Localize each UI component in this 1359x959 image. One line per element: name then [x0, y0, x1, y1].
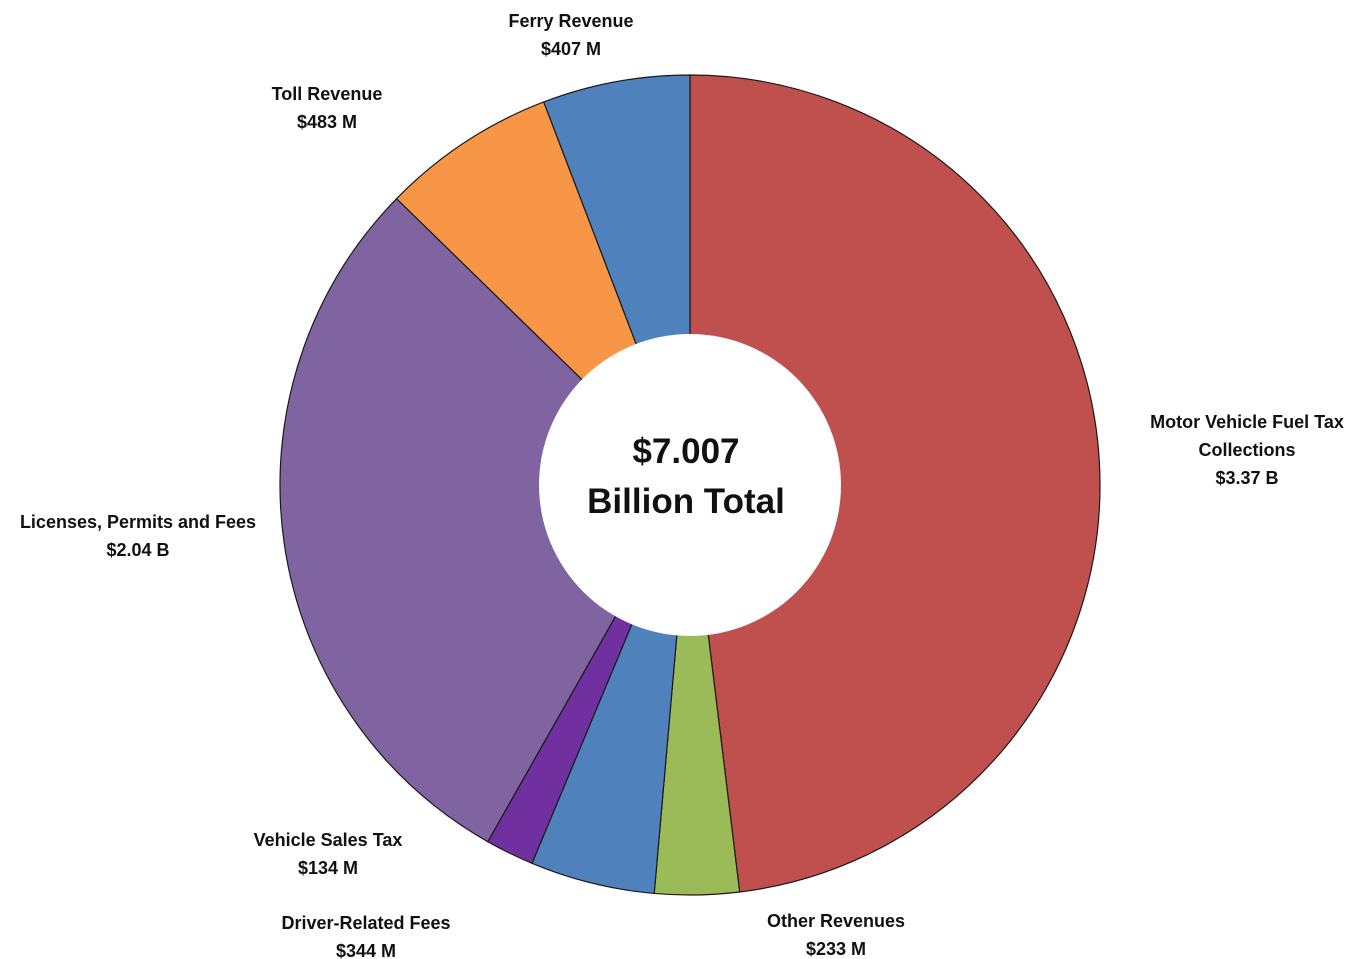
label-motor-vehicle-fuel-tax-collections: Motor Vehicle Fuel Tax Collections $3.37 B	[1150, 412, 1344, 488]
label-vehicle-sales-tax: Vehicle Sales Tax $134 M	[254, 830, 403, 878]
slice-labels: Motor Vehicle Fuel Tax Collections $3.37 B…	[20, 11, 1344, 959]
center-total-label: Billion Total	[587, 482, 785, 521]
label-licenses-permits-and-fees: Licenses, Permits and Fees $2.04 B	[20, 512, 256, 560]
label-toll-revenue: Toll Revenue $483 M	[272, 84, 383, 132]
slice-licenses-permits-and-fees	[279, 197, 691, 843]
label-other-revenues: Other Revenues $233 M	[767, 911, 905, 959]
donut-hole	[539, 334, 841, 636]
slice-motor-vehicle-fuel-tax-collections	[689, 74, 1101, 893]
center-total-value: $7.007	[632, 432, 739, 471]
label-ferry-revenue: Ferry Revenue $407 M	[508, 11, 633, 59]
label-driver-related-fees: Driver-Related Fees $344 M	[281, 913, 450, 959]
